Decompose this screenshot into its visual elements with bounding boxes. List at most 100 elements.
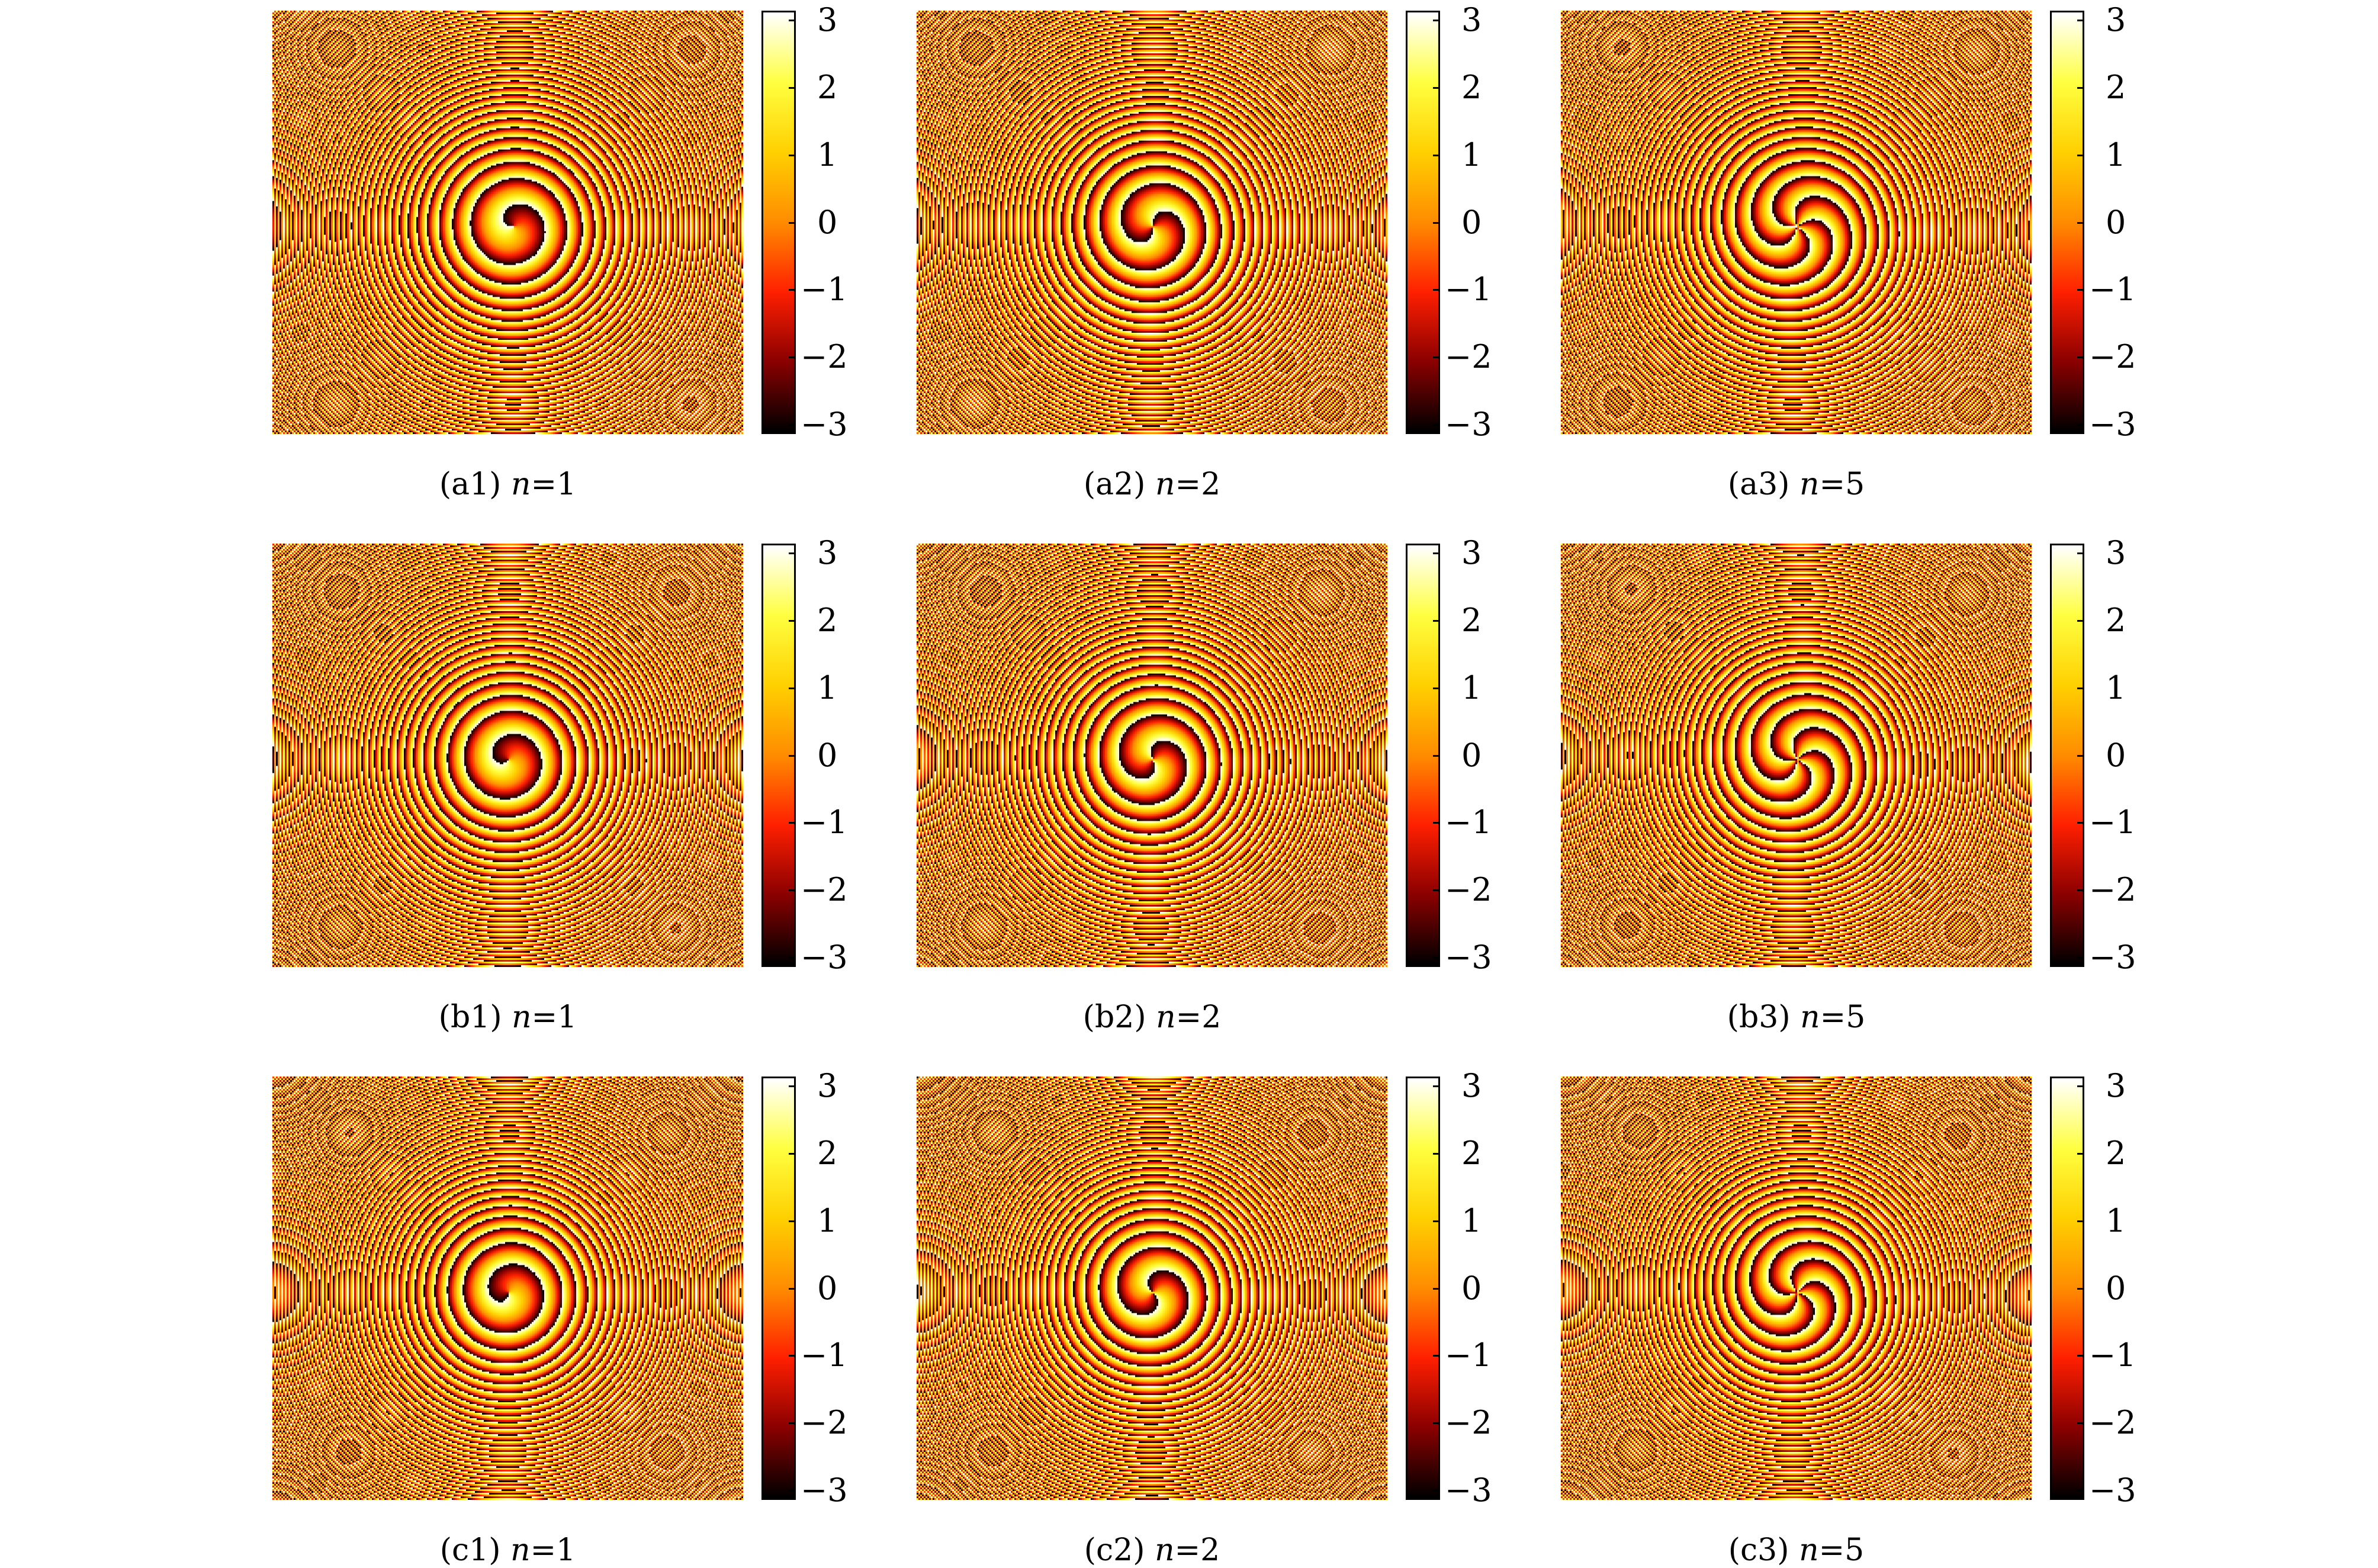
colorbar-tick-mark	[2077, 889, 2084, 892]
colorbar-tick-mark	[1433, 154, 1440, 156]
colorbar-tick-mark	[789, 1220, 796, 1222]
colorbar-tick-mark	[2077, 221, 2084, 224]
colorbar-tick-mark	[2077, 1422, 2084, 1425]
colorbar-tick-mark	[789, 356, 796, 359]
colorbar-tick-mark	[2077, 86, 2084, 89]
colorbar-tick-label: 1	[1461, 669, 1482, 706]
colorbar-tick-label: −2	[801, 1404, 848, 1442]
colorbar-tick-label: 2	[2106, 601, 2126, 639]
panel-n-value: 5	[1845, 467, 1865, 502]
phase-map-b2	[917, 544, 1387, 967]
colorbar-tick-mark	[2077, 956, 2084, 959]
panel-variable: n	[1155, 1532, 1175, 1568]
phase-map-a3	[1561, 11, 2032, 434]
colorbar-tick-label: −2	[1445, 338, 1492, 376]
panel-equals: =	[531, 1000, 558, 1035]
panel-equals: =	[1818, 1532, 1845, 1568]
panel-caption: (a1) n=1	[272, 467, 743, 502]
colorbar-tick-mark	[1433, 423, 1440, 426]
colorbar-tick-label: 3	[1461, 1067, 1482, 1105]
colorbar-tick-label: 2	[1461, 68, 1482, 106]
phase-map-a1	[272, 11, 743, 434]
colorbar-tick-mark	[1433, 1287, 1440, 1290]
panel-variable: n	[1799, 1532, 1819, 1568]
panel-variable: n	[1799, 467, 1820, 502]
colorbar-tick-label: −3	[1445, 405, 1492, 443]
colorbar-tick-mark	[789, 1422, 796, 1425]
colorbar-tick-label: 1	[2106, 1201, 2126, 1239]
colorbar-tick-mark	[1433, 754, 1440, 757]
colorbar-tick-mark	[1433, 822, 1440, 824]
colorbar-tick-mark	[1433, 889, 1440, 892]
colorbar-tick-label: 3	[2106, 534, 2126, 572]
panel-n-value: 5	[1844, 1532, 1865, 1568]
colorbar-tick-label: 2	[2106, 1134, 2126, 1172]
panel-equals: =	[1820, 1000, 1846, 1035]
panel-caption: (c3) n=5	[1561, 1532, 2032, 1568]
colorbar-tick-mark	[1433, 20, 1440, 22]
colorbar-tick-label: 0	[817, 203, 838, 241]
colorbar-tick-mark	[789, 552, 796, 555]
colorbar-tick-label: 2	[817, 68, 838, 106]
colorbar-tick-mark	[1433, 1152, 1440, 1155]
colorbar-tick-mark	[2077, 1220, 2084, 1222]
colorbar-tick-label: −3	[2089, 1471, 2136, 1509]
colorbar-tick-label: 0	[2106, 736, 2126, 774]
panel-caption: (c1) n=1	[272, 1532, 743, 1568]
colorbar-tick-mark	[1433, 221, 1440, 224]
panel-label: (b3)	[1727, 1000, 1791, 1035]
panel-caption: (c2) n=2	[917, 1532, 1387, 1568]
colorbar-tick-label: 2	[817, 601, 838, 639]
colorbar-tick-label: 3	[817, 1, 838, 39]
colorbar-tick-label: −1	[1445, 1336, 1492, 1374]
panel-n-value: 5	[1846, 1000, 1866, 1035]
panel-equals: =	[1175, 467, 1201, 502]
colorbar-tick-label: −1	[801, 1336, 848, 1374]
panel-n-value: 1	[557, 467, 577, 502]
colorbar-tick-mark	[2077, 687, 2084, 689]
panel-variable: n	[1155, 467, 1175, 502]
phase-map-c2	[917, 1077, 1387, 1500]
colorbar-tick-mark	[1433, 289, 1440, 291]
colorbar-tick-mark	[2077, 1489, 2084, 1492]
colorbar-tick-mark	[2077, 1355, 2084, 1357]
colorbar-tick-label: 1	[2106, 136, 2126, 173]
panel-label: (c2)	[1084, 1532, 1145, 1568]
colorbar-tick-mark	[789, 289, 796, 291]
colorbar-tick-mark	[789, 619, 796, 622]
panel-label: (a1)	[439, 467, 502, 502]
colorbar-tick-label: 3	[817, 1067, 838, 1105]
colorbar-tick-label: −2	[2089, 871, 2136, 909]
colorbar-tick-label: −1	[2089, 271, 2136, 309]
colorbar-tick-mark	[2077, 356, 2084, 359]
colorbar-tick-label: 1	[817, 1201, 838, 1239]
colorbar-tick-mark	[1433, 1355, 1440, 1357]
colorbar-tick-label: 1	[1461, 136, 1482, 173]
colorbar-tick-mark	[2077, 20, 2084, 22]
colorbar-tick-label: 3	[2106, 1, 2126, 39]
colorbar-tick-label: 0	[2106, 203, 2126, 241]
panel-equals: =	[1174, 1532, 1201, 1568]
panel-n-value: 2	[1201, 467, 1221, 502]
colorbar-tick-label: −1	[801, 804, 848, 841]
colorbar-tick-label: −2	[2089, 1404, 2136, 1442]
panel-label: (b1)	[438, 1000, 502, 1035]
panel-variable: n	[512, 1000, 532, 1035]
colorbar-tick-mark	[789, 822, 796, 824]
colorbar-tick-mark	[2077, 552, 2084, 555]
phase-map-b1	[272, 544, 743, 967]
colorbar-tick-mark	[789, 1152, 796, 1155]
colorbar-tick-label: −2	[801, 338, 848, 376]
colorbar-tick-label: 1	[1461, 1201, 1482, 1239]
colorbar-tick-label: 2	[1461, 1134, 1482, 1172]
colorbar-tick-label: 3	[1461, 1, 1482, 39]
colorbar-tick-mark	[1433, 619, 1440, 622]
colorbar-tick-mark	[789, 1355, 796, 1357]
colorbar-tick-mark	[2077, 154, 2084, 156]
colorbar-tick-mark	[789, 154, 796, 156]
colorbar-tick-label: 1	[817, 669, 838, 706]
colorbar-tick-mark	[1433, 956, 1440, 959]
colorbar-tick-label: −3	[1445, 938, 1492, 976]
phase-map-a2	[917, 11, 1387, 434]
